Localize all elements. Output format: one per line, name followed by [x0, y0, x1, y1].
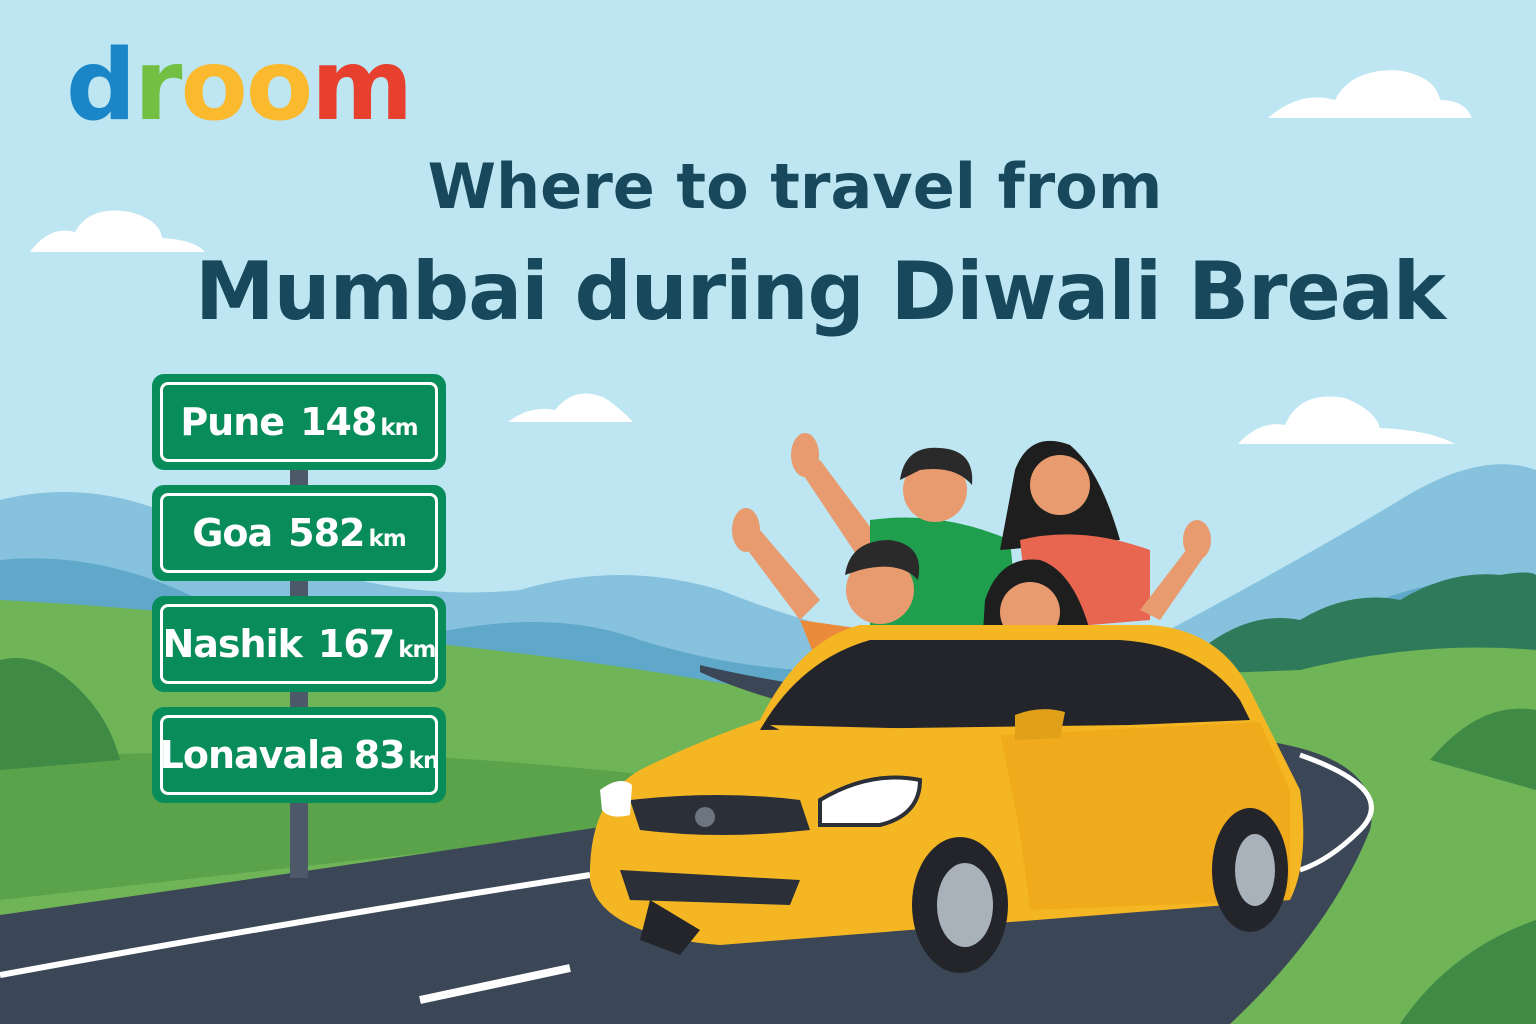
logo-letter: o [180, 29, 248, 143]
sign-unit: km [368, 526, 407, 552]
sign-place: Lonavala [159, 733, 345, 777]
sign-unit: km [380, 415, 418, 441]
sign-distance: 83 [353, 733, 406, 777]
headline-line-1: Where to travel from [427, 150, 1163, 223]
sign-place: Nashik [162, 622, 302, 666]
logo-letter: m [311, 29, 413, 143]
cloud [30, 70, 1472, 444]
logo-letter: o [245, 29, 313, 143]
droom-logo: droom [66, 29, 413, 143]
sign-goa: Goa 582 km [152, 485, 446, 581]
sign-place: Pune [180, 400, 285, 444]
sign-distance: 167 [317, 622, 395, 666]
headline-line-2: Mumbai during Diwali Break [195, 245, 1446, 338]
sign-unit: km [398, 637, 436, 663]
sign-nashik: Nashik 167 km [152, 596, 446, 692]
yellow-car [589, 625, 1304, 973]
sign-distance: 148 [300, 400, 377, 444]
logo-letter: d [66, 29, 136, 143]
sign-lonavala: Lonavala 83 kn [152, 707, 446, 803]
sign-unit: kn [408, 748, 440, 774]
sign-place: Goa [192, 511, 273, 555]
logo-letter: r [134, 29, 182, 143]
sign-pune: Pune 148 km [152, 374, 446, 470]
sign-distance: 582 [288, 511, 365, 555]
